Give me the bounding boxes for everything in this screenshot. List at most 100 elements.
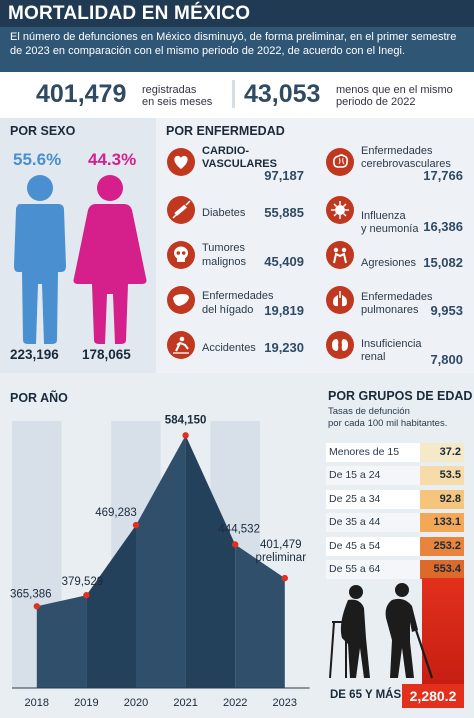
disease-label-line2: pulmonares <box>361 304 419 316</box>
chart-title: POR AÑO <box>10 391 68 405</box>
fight-icon <box>326 241 354 269</box>
age-row-value: 37.2 <box>420 443 464 462</box>
year-tick-label: 2020 <box>124 697 148 709</box>
area-segment <box>185 435 236 688</box>
disease-label-line2: VASCULARES <box>202 158 277 170</box>
disease-value: 19,819 <box>264 303 304 318</box>
lungs-icon <box>326 286 354 314</box>
year-tick-label: 2022 <box>223 697 247 709</box>
data-point <box>281 574 288 582</box>
data-point <box>132 521 140 529</box>
decrease-value: 43,053 <box>244 80 321 108</box>
age-row-label: De 35 a 44 <box>329 516 381 529</box>
syringe-icon <box>167 196 195 224</box>
age-row: De 55 a 64 553.4 <box>326 560 464 579</box>
disease-label-line1: Tumores <box>202 242 245 254</box>
total-deaths-text-1: registradas <box>142 84 197 96</box>
data-label: 379,529 <box>62 576 104 588</box>
stats-divider <box>232 80 235 108</box>
age-row-label: De 45 a 54 <box>329 539 381 552</box>
disease-label-line1: Enfermedades <box>202 290 274 302</box>
disease-label-line1: Agresiones <box>361 257 417 269</box>
area-segment <box>235 544 285 688</box>
summary-stats: 401,479 registradas en seis meses 43,053… <box>0 72 474 118</box>
disease-label-line2: y neumonía <box>361 223 419 235</box>
age-row: De 45 a 54 253.2 <box>326 536 464 556</box>
age-row: Menores de 15 37.2 <box>326 443 464 462</box>
year-tick-label: 2018 <box>25 697 49 709</box>
age-row-label: De 25 a 34 <box>329 492 381 505</box>
age-row-value: 253.2 <box>420 536 464 556</box>
year-tick-label: 2023 <box>273 697 297 709</box>
area-segment <box>36 595 87 688</box>
disease-label-line2: malignos <box>202 256 247 268</box>
data-point <box>232 541 239 548</box>
liver-icon <box>167 286 195 314</box>
disease-label-line2: del hígado <box>202 304 254 316</box>
disease-panel: POR ENFERMEDAD <box>156 118 474 373</box>
age-section-title: POR GRUPOS DE EDAD <box>328 389 473 403</box>
disease-value: 15,082 <box>423 255 463 270</box>
disease-label-line1: Enfermedades <box>361 291 433 303</box>
intro-text: El número de defunciones en México dismi… <box>0 27 474 72</box>
oldest-age-value: 2,280.2 <box>402 684 464 708</box>
disease-label-line2: renal <box>361 351 386 363</box>
year-tick-label: 2021 <box>173 697 197 709</box>
men-count: 223,196 <box>10 347 59 362</box>
data-point <box>33 603 40 610</box>
data-label: 365,386 <box>10 588 52 600</box>
sex-panel: POR SEXO 55.6% 44.3% 223,196 178,065 <box>0 118 156 373</box>
age-row-label: De 55 a 64 <box>329 563 381 575</box>
data-point <box>83 592 90 599</box>
age-row-value: 133.1 <box>420 513 464 533</box>
age-row-value: 553.4 <box>420 560 464 579</box>
data-label: 444,532 <box>218 523 260 535</box>
kidney-icon <box>326 331 354 359</box>
age-subtitle-1: Tasas de defunción <box>328 406 410 417</box>
age-row-value: 92.8 <box>420 489 464 509</box>
data-label: 584,150 <box>165 414 207 426</box>
data-label: 469,283 <box>95 507 137 519</box>
skull-icon <box>167 241 195 269</box>
disease-value: 9,953 <box>430 303 463 318</box>
disease-label-line1: Diabetes <box>202 207 246 219</box>
accident-icon <box>167 331 195 359</box>
disease-label-line1: Accidentes <box>202 342 256 354</box>
heart-icon <box>167 148 195 176</box>
age-row: De 25 a 34 92.8 <box>326 489 464 509</box>
age-row-label: De 15 a 24 <box>329 469 381 482</box>
year-area-chart: 365,386 2018 379,529 2019 469,283 2020 584,150… <box>10 414 310 709</box>
decrease-text-2: periodo de 2022 <box>336 96 416 108</box>
disease-label-line1: CARDIO- <box>202 145 250 157</box>
age-subtitle-2: por cada 100 mil habitantes. <box>328 418 448 429</box>
elderly-figures-icon <box>329 578 464 688</box>
total-deaths-value: 401,479 <box>36 80 127 108</box>
disease-label-line1: Insuficiencia <box>361 338 422 350</box>
women-count: 178,065 <box>82 347 131 362</box>
data-point <box>182 432 189 439</box>
age-row-label: Menores de 15 <box>329 446 400 458</box>
disease-label-line2: cerebrovasculares <box>361 158 451 170</box>
data-label: 401,479 <box>260 539 302 551</box>
sex-section-title: POR SEXO <box>10 124 76 138</box>
disease-value: 97,187 <box>264 168 304 183</box>
age-row: De 15 a 24 53.5 <box>326 466 464 486</box>
decrease-text-1: menos que en el mismo <box>336 84 453 96</box>
oldest-age-label: DE 65 Y MÁS <box>330 689 402 701</box>
disease-label-line1: Influenza <box>361 210 406 222</box>
area-segment <box>86 525 136 688</box>
total-deaths-text-2: en seis meses <box>142 96 213 108</box>
disease-value: 19,230 <box>264 340 304 355</box>
disease-value: 17,766 <box>423 168 463 183</box>
year-tick-label: 2019 <box>74 697 98 709</box>
age-row-value: 53.5 <box>420 466 464 486</box>
disease-value: 45,409 <box>264 254 304 269</box>
area-segment <box>136 435 186 688</box>
women-percentage: 44.3% <box>88 150 137 169</box>
disease-value: 16,386 <box>423 219 463 234</box>
age-row: De 35 a 44 133.1 <box>326 513 464 533</box>
disease-section-title: POR ENFERMEDAD <box>166 124 285 138</box>
virus-icon <box>326 196 354 224</box>
woman-figure-icon <box>73 175 147 344</box>
brain-icon <box>326 148 354 176</box>
